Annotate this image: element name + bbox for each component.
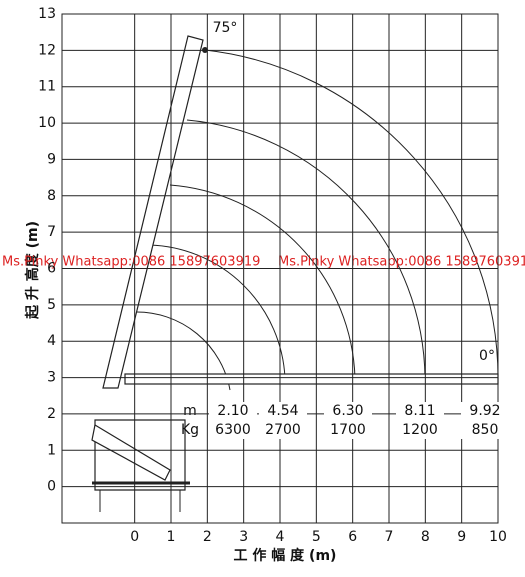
radius-label: 6.30	[332, 403, 363, 419]
x-tick-label: 0	[130, 529, 139, 545]
y-tick-label: 6	[47, 261, 56, 277]
x-tick-label: 2	[203, 529, 212, 545]
load-value: 2700	[265, 422, 301, 438]
y-tick-label: 3	[47, 370, 56, 386]
angle-label: 75°	[213, 20, 238, 36]
table-header: m	[183, 403, 197, 419]
outrigger	[91, 424, 171, 481]
x-tick-label: 3	[239, 529, 248, 545]
x-tick-label: 10	[489, 529, 507, 545]
y-tick-label: 0	[47, 479, 56, 495]
y-tick-label: 1	[47, 442, 56, 458]
load-value: 1200	[402, 422, 438, 438]
crane-drawing	[91, 35, 501, 512]
x-tick-label: 4	[276, 529, 285, 545]
y-tick-label: 5	[47, 297, 56, 313]
table-bg	[396, 402, 444, 439]
load-value: 850	[472, 422, 499, 438]
x-tick-label: 8	[421, 529, 430, 545]
table-bg	[461, 402, 509, 439]
radius-label: 8.11	[404, 403, 435, 419]
x-tick-label: 9	[457, 529, 466, 545]
load-value: 1700	[330, 422, 366, 438]
radius-label: 2.10	[217, 403, 248, 419]
arc	[169, 184, 356, 379]
y-tick-label: 10	[38, 115, 56, 131]
watermark: Ms.Pinky Whatsapp:0086 15897603919	[278, 255, 525, 270]
x-axis-label: 工 作 幅 度 (m)	[234, 547, 337, 564]
x-tick-label: 6	[348, 529, 357, 545]
y-tick-label: 12	[38, 42, 56, 58]
table-bg	[324, 402, 372, 439]
arc	[204, 49, 499, 379]
table-header: Kg	[181, 422, 199, 438]
arc	[186, 119, 426, 379]
x-tick-label: 7	[385, 529, 394, 545]
y-tick-label: 9	[47, 151, 56, 167]
y-tick-label: 8	[47, 188, 56, 204]
y-tick-label: 4	[47, 333, 56, 349]
vertical-boom	[102, 35, 204, 389]
table-bg	[209, 402, 257, 439]
x-tick-label: 1	[167, 529, 176, 545]
y-axis-label: 起 升 高度 (m)	[24, 221, 41, 320]
y-tick-label: 2	[47, 406, 56, 422]
horizontal-boom	[124, 373, 499, 385]
load-value: 6300	[215, 422, 251, 438]
y-tick-label: 13	[38, 6, 56, 22]
y-tick-label: 7	[47, 224, 56, 240]
table-bg	[259, 402, 307, 439]
radius-label: 4.54	[267, 403, 298, 419]
radius-label: 9.92	[469, 403, 500, 419]
y-tick-label: 11	[38, 79, 56, 95]
x-tick-label: 5	[312, 529, 321, 545]
watermark: Ms.Pinky Whatsapp:0086 15897603919	[2, 255, 260, 270]
angle-label: 0°	[479, 348, 495, 364]
